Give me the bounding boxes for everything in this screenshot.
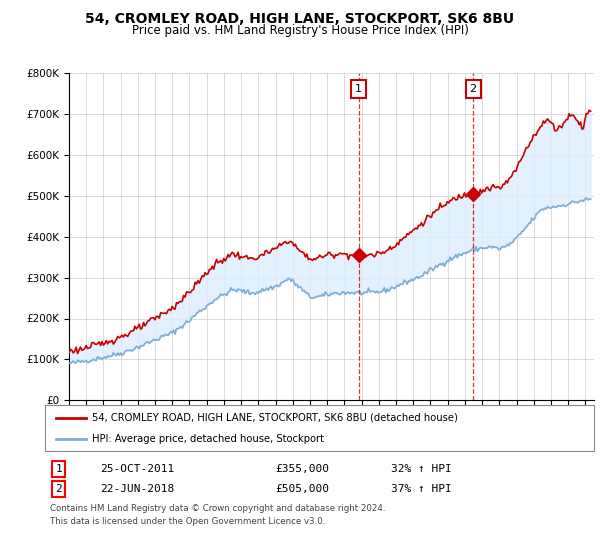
Text: 54, CROMLEY ROAD, HIGH LANE, STOCKPORT, SK6 8BU: 54, CROMLEY ROAD, HIGH LANE, STOCKPORT, … xyxy=(85,12,515,26)
Text: 1: 1 xyxy=(55,464,62,474)
Text: 54, CROMLEY ROAD, HIGH LANE, STOCKPORT, SK6 8BU (detached house): 54, CROMLEY ROAD, HIGH LANE, STOCKPORT, … xyxy=(92,413,458,423)
FancyBboxPatch shape xyxy=(45,405,594,451)
Text: 2: 2 xyxy=(55,484,62,494)
Text: 25-OCT-2011: 25-OCT-2011 xyxy=(100,464,174,474)
Text: 22-JUN-2018: 22-JUN-2018 xyxy=(100,484,174,494)
Text: Price paid vs. HM Land Registry's House Price Index (HPI): Price paid vs. HM Land Registry's House … xyxy=(131,24,469,36)
Text: 2: 2 xyxy=(470,84,477,94)
Text: Contains HM Land Registry data © Crown copyright and database right 2024.: Contains HM Land Registry data © Crown c… xyxy=(50,505,386,514)
Text: HPI: Average price, detached house, Stockport: HPI: Average price, detached house, Stoc… xyxy=(92,435,323,444)
Text: This data is licensed under the Open Government Licence v3.0.: This data is licensed under the Open Gov… xyxy=(50,517,326,526)
Text: 1: 1 xyxy=(355,84,362,94)
Text: 37% ↑ HPI: 37% ↑ HPI xyxy=(391,484,452,494)
Text: £355,000: £355,000 xyxy=(275,464,329,474)
Text: 32% ↑ HPI: 32% ↑ HPI xyxy=(391,464,452,474)
Text: £505,000: £505,000 xyxy=(275,484,329,494)
